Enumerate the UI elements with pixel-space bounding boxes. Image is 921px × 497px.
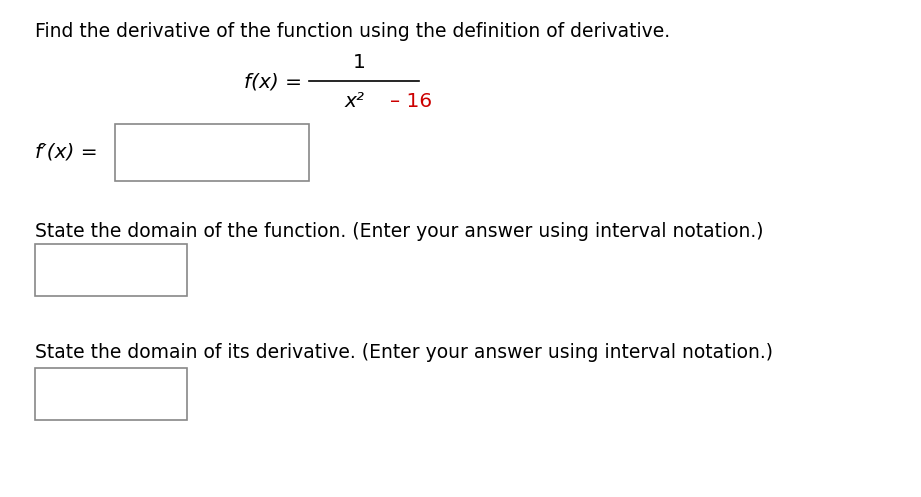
FancyBboxPatch shape xyxy=(35,368,187,420)
Text: 1: 1 xyxy=(353,53,366,72)
Text: f′(x) =: f′(x) = xyxy=(35,142,98,161)
Text: State the domain of the function. (Enter your answer using interval notation.): State the domain of the function. (Enter… xyxy=(35,222,764,241)
FancyBboxPatch shape xyxy=(35,244,187,296)
FancyBboxPatch shape xyxy=(115,124,309,181)
Text: – 16: – 16 xyxy=(390,92,432,111)
Text: Find the derivative of the function using the definition of derivative.: Find the derivative of the function usin… xyxy=(35,22,670,41)
Text: x²: x² xyxy=(344,92,365,111)
Text: State the domain of its derivative. (Enter your answer using interval notation.): State the domain of its derivative. (Ent… xyxy=(35,343,773,362)
Text: f(x) =: f(x) = xyxy=(244,73,302,91)
